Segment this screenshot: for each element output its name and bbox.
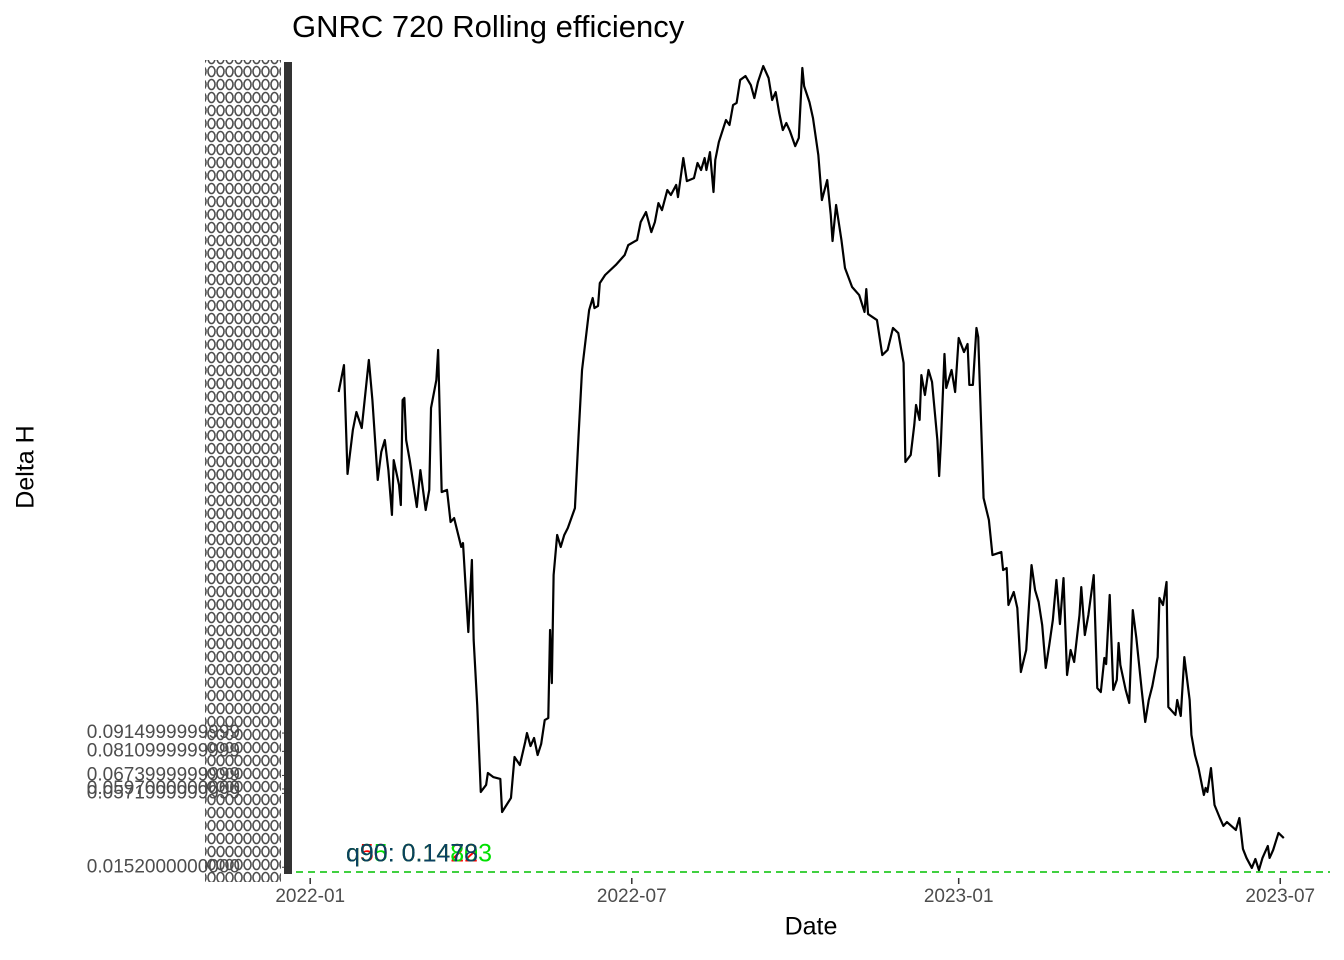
y-tick-label: 0.0597000000000 <box>87 778 240 799</box>
x-tick-label: 2023-01 <box>924 886 994 907</box>
y-tick-label: 0.0152000000000 <box>87 856 240 877</box>
y-axis-title: Delta H <box>12 425 40 508</box>
annotation: q95: 0.14803 <box>346 840 492 868</box>
annotation: q90: 0.1478 <box>346 840 478 868</box>
x-tick-label: 2023-07 <box>1245 886 1315 907</box>
data-line <box>337 64 1285 872</box>
x-tick-label: 2022-01 <box>275 886 345 907</box>
y-tick-label: 0.0673999999999 <box>87 764 240 785</box>
y-tick-label: 0.0810999999999 <box>87 740 240 761</box>
y-label-clutter <box>205 60 281 882</box>
chart-title: GNRC 720 Rolling efficiency <box>292 9 685 44</box>
y-tick-label: 0.0914999999999 <box>87 722 240 743</box>
x-tick-label: 2022-07 <box>597 886 667 907</box>
x-axis-title: Date <box>785 913 838 941</box>
y-tick-band <box>284 62 292 874</box>
annotation: q50: 0.1422 <box>346 840 478 868</box>
y-tick-label: 0.0571999999999 <box>87 782 240 803</box>
